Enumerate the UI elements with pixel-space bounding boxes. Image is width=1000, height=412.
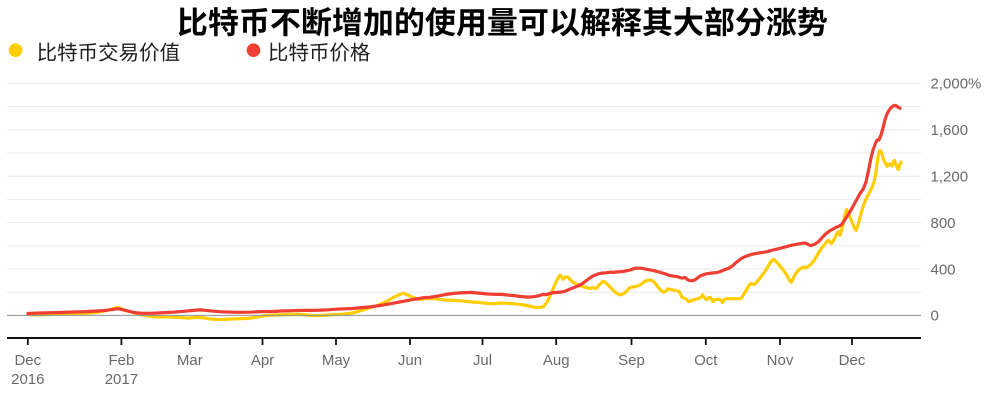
svg-text:Feb: Feb bbox=[108, 352, 134, 369]
svg-text:Jun: Jun bbox=[398, 352, 422, 369]
svg-text:Jul: Jul bbox=[473, 352, 492, 369]
svg-text:1,200: 1,200 bbox=[931, 169, 969, 186]
svg-text:2016: 2016 bbox=[11, 371, 44, 388]
svg-text:0: 0 bbox=[931, 308, 939, 325]
svg-text:Mar: Mar bbox=[177, 352, 203, 369]
svg-text:2017: 2017 bbox=[105, 371, 138, 388]
svg-text:Nov: Nov bbox=[767, 352, 794, 369]
svg-text:2,000%: 2,000% bbox=[931, 76, 982, 93]
svg-text:Apr: Apr bbox=[251, 352, 274, 369]
svg-text:400: 400 bbox=[931, 261, 956, 278]
svg-text:May: May bbox=[322, 352, 351, 369]
svg-text:Dec: Dec bbox=[839, 352, 866, 369]
svg-text:800: 800 bbox=[931, 215, 956, 232]
svg-text:Aug: Aug bbox=[543, 352, 570, 369]
svg-text:Sep: Sep bbox=[618, 352, 645, 369]
svg-text:Dec: Dec bbox=[14, 352, 41, 369]
svg-text:1,600: 1,600 bbox=[931, 122, 969, 139]
svg-text:Oct: Oct bbox=[694, 352, 718, 369]
